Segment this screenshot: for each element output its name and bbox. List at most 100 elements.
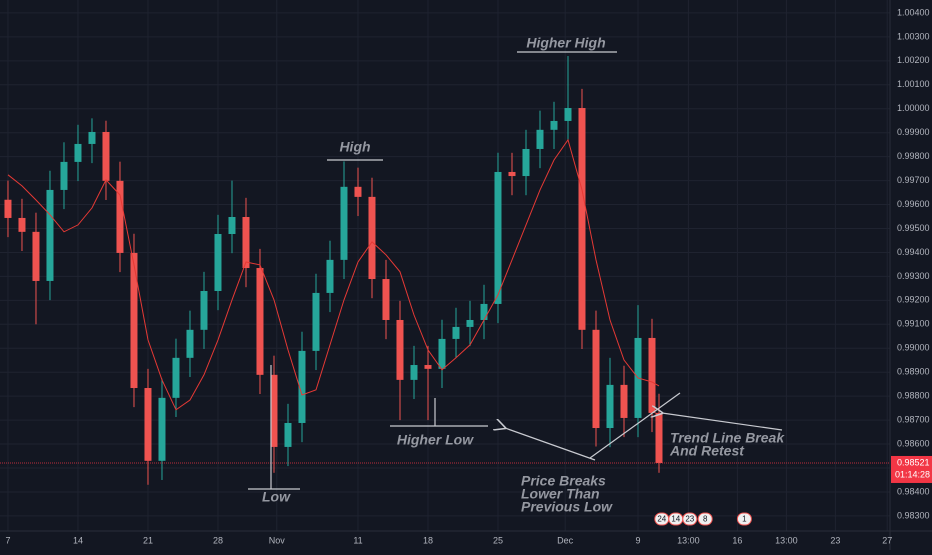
x-tick-label: 7: [5, 535, 10, 545]
candle-body: [326, 259, 334, 293]
y-tick-label: 1.00000: [897, 103, 930, 113]
candle-body: [4, 199, 12, 218]
event-label: 8: [703, 515, 708, 524]
annotation: Trend Line Break: [670, 430, 785, 446]
candle-body: [382, 279, 390, 320]
candle-body: [564, 108, 572, 121]
price-badge: [891, 455, 932, 483]
annotation: Higher Low: [397, 432, 474, 448]
y-tick-label: 1.00400: [897, 7, 930, 17]
price-label: 0.98521: [897, 457, 930, 467]
event-icon: [682, 512, 698, 526]
candle-body: [102, 131, 110, 181]
x-tick-label: 28: [213, 535, 223, 545]
candle-body: [354, 186, 362, 197]
candle-body: [494, 171, 502, 304]
x-tick-label: 13:00: [677, 535, 700, 545]
candle-body: [592, 329, 600, 429]
candle-body: [620, 384, 628, 418]
candle-body: [46, 189, 54, 281]
candle-body: [522, 148, 530, 177]
y-tick-label: 0.99100: [897, 319, 930, 329]
candle-body: [578, 108, 586, 330]
candle-body: [452, 326, 460, 339]
y-tick-label: 0.98700: [897, 414, 930, 424]
candle-body: [32, 231, 40, 281]
candle-body: [60, 161, 68, 190]
y-tick-label: 0.99300: [897, 271, 930, 281]
candle-body: [256, 268, 264, 375]
moving-average: [7, 138, 660, 411]
y-tick-label: 0.99200: [897, 295, 930, 305]
event-icon: [697, 512, 713, 526]
candle-body: [130, 252, 138, 389]
y-tick-label: 0.99800: [897, 151, 930, 161]
candle-body: [88, 131, 96, 144]
drawings: Higher High High Low Higher Low Price Br…: [248, 35, 785, 515]
candle-body: [480, 303, 488, 320]
y-tick-label: 0.99600: [897, 199, 930, 209]
candle-body: [396, 319, 404, 380]
countdown: 01:14:28: [895, 469, 930, 479]
y-tick-label: 0.99700: [897, 175, 930, 185]
y-tick-label: 0.99000: [897, 343, 930, 353]
annotation: Higher High: [526, 35, 605, 51]
x-tick-label: 9: [635, 535, 640, 545]
x-tick-label: 16: [732, 535, 742, 545]
y-tick-label: 1.00200: [897, 55, 930, 65]
candle-body: [410, 365, 418, 380]
x-tick-label: 23: [830, 535, 840, 545]
event-label: 14: [671, 515, 680, 524]
x-tick-label: 21: [143, 535, 153, 545]
plot: [0, 56, 890, 485]
y-tick-label: 0.98300: [897, 510, 930, 520]
x-tick-label: 18: [423, 535, 433, 545]
annotation: And Retest: [669, 443, 745, 459]
candle-body: [655, 412, 663, 463]
candle-body: [508, 171, 516, 177]
event-label: 24: [657, 515, 666, 524]
y-tick-label: 1.00300: [897, 31, 930, 41]
y-tick-label: 0.99500: [897, 223, 930, 233]
candle-body: [424, 365, 432, 369]
candle-body: [228, 216, 236, 235]
event-label: 23: [685, 515, 694, 524]
y-tick-label: 0.99400: [897, 247, 930, 257]
arrow: [505, 428, 596, 461]
axes: 0.983000.984000.985000.986000.987000.988…: [5, 7, 932, 545]
candle-body: [144, 388, 152, 461]
arrow: [662, 413, 783, 431]
candle-body: [368, 196, 376, 280]
y-tick-label: 0.98900: [897, 367, 930, 377]
x-tick-label: 25: [493, 535, 503, 545]
candle-body: [158, 397, 166, 461]
candle-body: [116, 180, 124, 253]
y-tick-label: 0.98400: [897, 486, 930, 496]
candle-body: [270, 374, 278, 447]
candle-body: [172, 357, 180, 398]
annotation: Low: [262, 489, 291, 505]
event-icon: [736, 512, 752, 526]
x-tick-label: 11: [353, 535, 362, 545]
candle-body: [284, 422, 292, 447]
candle-body: [536, 129, 544, 149]
candle-body: [18, 217, 26, 232]
annotation: Price Breaks: [521, 473, 606, 489]
y-tick-label: 1.00100: [897, 79, 930, 89]
candle-body: [466, 319, 474, 327]
x-tick-label: 27: [882, 535, 892, 545]
x-tick-label: Nov: [269, 535, 286, 545]
y-tick-label: 0.99900: [897, 127, 930, 137]
candle-body: [242, 216, 250, 269]
candle-body: [648, 337, 656, 413]
y-tick-label: 0.98800: [897, 391, 930, 401]
candle-body: [74, 143, 82, 162]
annotation: High: [339, 139, 370, 155]
candle-body: [550, 120, 558, 130]
event-label: 1: [742, 515, 747, 524]
candle-body: [298, 350, 306, 423]
annotation: Previous Low: [521, 499, 613, 515]
candle-body: [340, 186, 348, 260]
